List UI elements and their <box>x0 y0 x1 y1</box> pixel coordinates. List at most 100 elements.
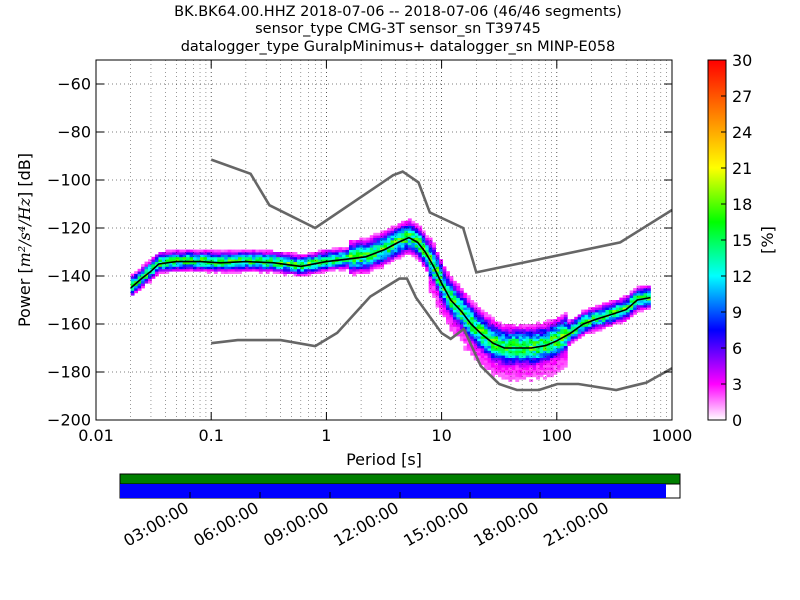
heatmap-cell <box>452 288 457 291</box>
heatmap-cell <box>210 256 215 260</box>
heatmap-cell <box>522 345 527 349</box>
heatmap-cell <box>477 350 482 354</box>
heatmap-cell <box>612 316 617 320</box>
heatmap-cell <box>148 276 152 279</box>
heatmap-cell <box>577 316 582 320</box>
heatmap-cell <box>234 266 239 270</box>
heatmap-cell <box>449 304 454 308</box>
heatmap-cell <box>148 266 152 270</box>
heatmap-cell <box>227 249 232 253</box>
heatmap-cell <box>224 252 229 255</box>
heatmap-cell <box>279 256 284 260</box>
heatmap-cell <box>494 328 499 332</box>
heatmap-cell <box>362 244 367 248</box>
heatmap-cell <box>130 280 135 284</box>
heatmap-cell <box>348 244 353 248</box>
heatmap-cell <box>466 297 471 301</box>
heatmap-cell <box>179 249 184 253</box>
heatmap-cell <box>286 254 291 258</box>
heatmap-cell <box>539 333 544 337</box>
heatmap-cell <box>484 316 488 320</box>
timeline-green-bar <box>119 473 681 485</box>
heatmap-cell <box>508 343 513 346</box>
heatmap-cell <box>560 360 565 363</box>
heatmap-cell <box>484 321 488 325</box>
heatmap-cell <box>342 252 346 255</box>
heatmap-cell <box>134 276 139 279</box>
heatmap-cell <box>473 314 478 318</box>
heatmap-cell <box>220 266 225 270</box>
heatmap-cell <box>473 343 478 346</box>
heatmap-cell <box>480 352 485 356</box>
x-tick-label: 100 <box>542 426 573 445</box>
heatmap-cell <box>175 264 180 267</box>
heatmap-cell <box>432 280 437 284</box>
heatmap-cell <box>525 362 530 366</box>
heatmap-cell <box>446 276 450 279</box>
heatmap-cell <box>532 374 537 378</box>
heatmap-cell <box>619 300 624 303</box>
heatmap-cell <box>376 240 381 243</box>
heatmap-cell <box>595 326 599 330</box>
heatmap-cell <box>487 319 492 322</box>
heatmap-cell <box>504 376 509 380</box>
heatmap-cell <box>303 259 308 262</box>
heatmap-cell <box>158 254 163 258</box>
low-noise-model-line <box>211 277 673 392</box>
heatmap-cell <box>532 362 537 366</box>
y-tick-label: −200 <box>47 411 91 430</box>
heatmap-cell <box>369 264 374 267</box>
heatmap-cell <box>380 235 385 238</box>
heatmap-cell <box>577 314 582 318</box>
heatmap-cell <box>234 268 239 272</box>
heatmap-cell <box>449 292 454 296</box>
heatmap-cell <box>574 321 579 325</box>
heatmap-cell <box>549 328 554 332</box>
heatmap-cell <box>646 300 651 303</box>
heatmap-cell <box>636 288 641 291</box>
heatmap-cell <box>310 271 315 274</box>
heatmap-cell <box>563 316 568 320</box>
heatmap-cell <box>161 271 166 274</box>
heatmap-cell <box>369 242 374 246</box>
heatmap-cell <box>335 254 339 258</box>
heatmap-cell <box>137 273 142 277</box>
heatmap-cell <box>477 352 482 356</box>
heatmap-cell <box>626 297 631 301</box>
heatmap-cell <box>556 369 561 373</box>
heatmap-cell <box>463 348 468 351</box>
heatmap-cell <box>466 316 471 320</box>
heatmap-cell <box>567 333 572 337</box>
heatmap-cell <box>595 307 599 310</box>
heatmap-cell <box>206 256 211 260</box>
heatmap-cell <box>470 300 475 303</box>
heatmap-cell <box>411 230 416 234</box>
heatmap-cell <box>588 314 592 318</box>
heatmap-cell <box>522 324 527 327</box>
heatmap-cell <box>376 244 381 248</box>
heatmap-cell <box>387 232 391 236</box>
heatmap-cell <box>640 295 644 298</box>
heatmap-cell <box>522 338 527 342</box>
heatmap-cell <box>633 302 637 306</box>
heatmap-cell <box>394 249 398 253</box>
heatmap-cell <box>546 345 551 349</box>
heatmap-cell <box>168 259 173 262</box>
heatmap-cell <box>317 268 322 272</box>
heatmap-cell <box>466 295 471 298</box>
heatmap-cell <box>549 336 554 339</box>
heatmap-cell <box>522 350 527 354</box>
heatmap-cell <box>199 264 204 267</box>
heatmap-cell <box>151 259 156 262</box>
heatmap-cell <box>348 271 353 274</box>
heatmap-cell <box>428 254 433 258</box>
heatmap-cell <box>501 336 506 339</box>
heatmap-cell <box>362 266 367 270</box>
heatmap-cell <box>491 319 495 322</box>
heatmap-cell <box>425 237 430 241</box>
heatmap-cell <box>456 314 461 318</box>
heatmap-cell <box>470 340 475 344</box>
heatmap-cell <box>629 292 634 296</box>
heatmap-cell <box>342 264 346 267</box>
heatmap-cell <box>286 256 291 260</box>
